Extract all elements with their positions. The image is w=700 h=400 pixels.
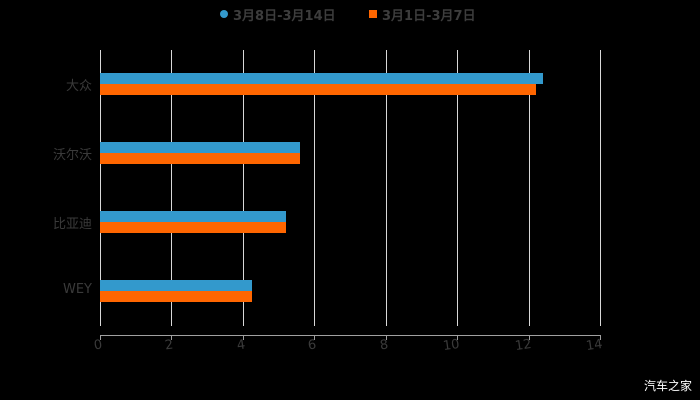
chart-legend: 3月8日-3月14日 3月1日-3月7日 xyxy=(0,4,700,24)
circle-marker-icon xyxy=(220,10,228,18)
x-tick xyxy=(243,335,244,340)
watermark: 汽车之家 xyxy=(643,379,692,393)
bar-week1[interactable] xyxy=(100,222,286,233)
gridline xyxy=(314,50,315,326)
x-tick-label: 8 xyxy=(378,337,390,354)
gridline xyxy=(243,50,244,326)
x-tick xyxy=(171,335,172,340)
gridline xyxy=(171,50,172,326)
legend-label: 3月1日-3月7日 xyxy=(382,8,476,24)
x-tick xyxy=(314,335,315,340)
gridline xyxy=(457,50,458,326)
bar-week2[interactable] xyxy=(100,142,300,153)
x-tick-label: 14 xyxy=(585,336,604,355)
bar-week2[interactable] xyxy=(100,73,543,84)
legend-label: 3月8日-3月14日 xyxy=(233,8,336,24)
legend-item-week2[interactable]: 3月8日-3月14日 xyxy=(220,4,336,24)
gridline xyxy=(600,50,601,326)
bar-week1[interactable] xyxy=(100,291,252,302)
gridline xyxy=(100,50,101,326)
bar-week2[interactable] xyxy=(100,211,286,222)
y-category-label: WEY xyxy=(62,282,92,297)
x-tick-label: 2 xyxy=(163,337,175,354)
x-tick-label: 10 xyxy=(442,336,461,355)
bar-week1[interactable] xyxy=(100,153,300,164)
x-axis-line xyxy=(100,335,600,336)
bar-week2[interactable] xyxy=(100,280,252,291)
y-category-label: 沃尔沃 xyxy=(52,148,92,163)
x-tick xyxy=(529,335,530,340)
y-category-label: 大众 xyxy=(65,79,92,94)
gridline xyxy=(529,50,530,326)
square-marker-icon xyxy=(369,10,377,18)
x-tick xyxy=(457,335,458,340)
y-category-label: 比亚迪 xyxy=(52,217,92,232)
x-tick-label: 12 xyxy=(514,336,533,355)
legend-item-week1[interactable]: 3月1日-3月7日 xyxy=(369,4,476,24)
x-tick xyxy=(386,335,387,340)
x-tick-label: 6 xyxy=(306,337,318,354)
bar-week1[interactable] xyxy=(100,84,536,95)
x-tick xyxy=(600,335,601,340)
x-tick xyxy=(100,335,101,340)
gridline xyxy=(386,50,387,326)
x-tick-label: 4 xyxy=(235,337,247,354)
x-tick-label: 0 xyxy=(92,337,104,354)
